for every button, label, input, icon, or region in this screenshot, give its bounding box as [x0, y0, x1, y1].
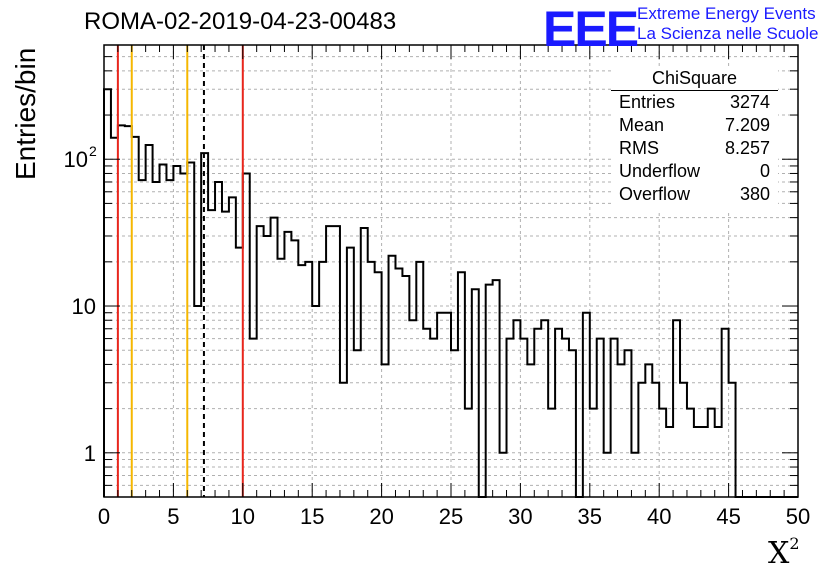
- x-tick-label: 10: [231, 504, 255, 529]
- stats-value: 3274: [729, 92, 770, 112]
- stats-name: ChiSquare: [611, 66, 778, 91]
- stats-row: Entries 3274: [611, 91, 778, 114]
- stats-value: 7.209: [724, 115, 770, 135]
- stats-box: ChiSquare Entries 3274 Mean 7.209 RMS 8.257…: [611, 66, 778, 210]
- x-axis-label-superscript: 2: [789, 534, 800, 553]
- x-tick-label: 50: [786, 504, 810, 529]
- stats-label: Mean: [619, 115, 665, 135]
- x-tick-label: 30: [508, 504, 532, 529]
- stats-value: 380: [739, 184, 770, 204]
- stats-label: Underflow: [619, 161, 701, 181]
- stats-label: RMS: [619, 138, 659, 158]
- x-tick-label: 45: [716, 504, 740, 529]
- stats-row: Overflow 380: [611, 183, 778, 206]
- x-tick-label: 25: [439, 504, 463, 529]
- histogram-series: [103, 88, 798, 498]
- y-tick-label: 1: [84, 441, 96, 466]
- y-axis-label: Entries/bin: [10, 47, 41, 180]
- stats-value: 8.257: [724, 138, 770, 158]
- x-tick-label: 35: [578, 504, 602, 529]
- y-tick-label: 10: [64, 147, 88, 172]
- y-tick-label: 10: [72, 294, 96, 319]
- stats-label: Entries: [619, 92, 676, 112]
- chart-title: ROMA-02-2019-04-23-00483: [84, 8, 397, 35]
- x-tick-label: 0: [98, 504, 110, 529]
- stats-value: 0: [759, 161, 770, 181]
- logo-tagline-1: Extreme Energy Events: [637, 4, 816, 23]
- stats-row: RMS 8.257: [611, 137, 778, 160]
- x-tick-label: 40: [647, 504, 671, 529]
- logo-tagline-2: La Scienza nelle Scuole: [637, 24, 819, 43]
- x-axis-label: X2: [768, 534, 800, 571]
- y-tick-label-exponent: 2: [89, 143, 97, 159]
- stats-row: Mean 7.209: [611, 114, 778, 137]
- x-tick-label: 15: [300, 504, 324, 529]
- x-tick-label: 20: [369, 504, 393, 529]
- stats-row: Underflow 0: [611, 160, 778, 183]
- stats-label: Overflow: [619, 184, 691, 204]
- x-tick-label: 5: [167, 504, 179, 529]
- x-axis-label-text: X: [768, 536, 790, 571]
- eee-logo: EEE: [543, 1, 639, 57]
